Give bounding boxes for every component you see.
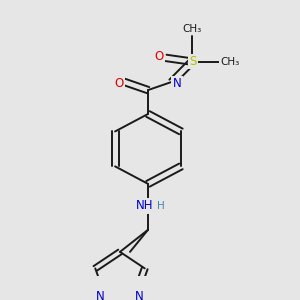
- Text: CH₃: CH₃: [220, 57, 240, 67]
- Text: N: N: [172, 77, 182, 90]
- Text: CH₃: CH₃: [182, 24, 202, 34]
- Text: N: N: [96, 290, 105, 300]
- Text: O: O: [154, 50, 164, 64]
- Text: N: N: [135, 290, 144, 300]
- Text: NH: NH: [136, 200, 154, 212]
- Text: S: S: [189, 55, 197, 68]
- Text: H: H: [157, 201, 165, 211]
- Text: O: O: [114, 77, 124, 90]
